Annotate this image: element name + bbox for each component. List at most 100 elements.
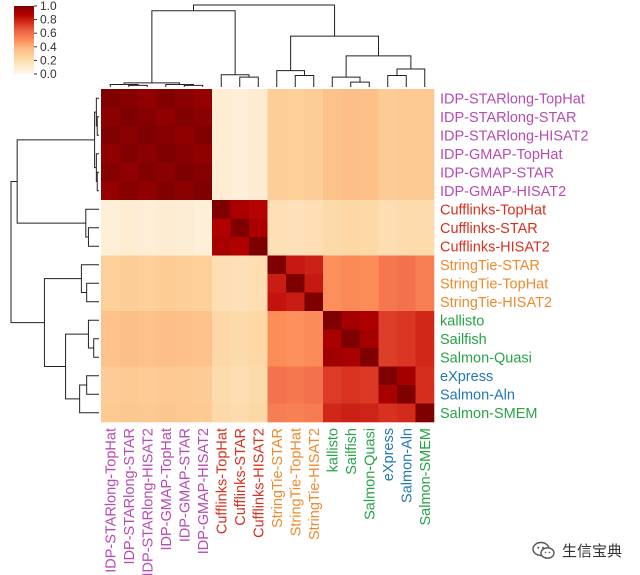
- heatmap-cell: [119, 181, 139, 201]
- column-dendrogram-branch: [128, 84, 148, 87]
- row-label: Salmon-Aln: [440, 387, 515, 403]
- heatmap-cell: [101, 366, 120, 386]
- heatmap-cell: [378, 144, 398, 164]
- heatmap-cell: [360, 255, 379, 275]
- heatmap-cell: [304, 181, 324, 201]
- heatmap-cell: [341, 403, 361, 423]
- heatmap-cell: [101, 329, 120, 349]
- heatmap-cell: [193, 311, 213, 330]
- column-label: IDP-STARlong-TopHat: [103, 428, 119, 573]
- heatmap-cell: [267, 163, 287, 182]
- heatmap-cell: [360, 385, 379, 404]
- heatmap-cell: [378, 200, 398, 219]
- heatmap-cell: [138, 292, 157, 312]
- row-dendrogram-branch: [80, 264, 99, 293]
- heatmap-cell: [119, 163, 139, 182]
- heatmap-cell: [341, 329, 361, 349]
- heatmap-cell: [360, 311, 379, 330]
- heatmap-cell: [397, 200, 416, 219]
- heatmap-cell: [212, 89, 231, 108]
- heatmap-cell: [156, 255, 176, 275]
- row-label: IDP-GMAP-TopHat: [440, 147, 562, 163]
- heatmap-cell: [286, 200, 305, 219]
- heatmap-cell: [304, 329, 324, 349]
- heatmap-cell: [360, 274, 379, 293]
- column-label: Cufflinks-HISAT2: [251, 428, 267, 538]
- colorbar-tick-label: 0.2: [40, 53, 57, 67]
- row-label: IDP-GMAP-HISAT2: [440, 184, 566, 200]
- heatmap-cell: [101, 292, 120, 312]
- heatmap-cell: [138, 107, 157, 127]
- heatmap-cell: [156, 144, 176, 164]
- heatmap-cell: [212, 144, 231, 164]
- heatmap-cell: [212, 329, 231, 349]
- colorbar-tick-label: 0.0: [40, 67, 57, 81]
- heatmap-cell: [397, 366, 416, 386]
- heatmap-cell: [341, 200, 361, 219]
- heatmap-cell: [415, 89, 435, 108]
- heatmap-cell: [119, 218, 139, 238]
- heatmap-cell: [323, 311, 342, 330]
- heatmap-cell: [212, 163, 231, 182]
- heatmap-cell: [397, 144, 416, 164]
- heatmap-cell: [193, 107, 213, 127]
- heatmap-cell: [415, 329, 435, 349]
- heatmap-cell: [341, 218, 361, 238]
- heatmap-cell: [286, 107, 305, 127]
- colorbar-tick-label: 0.6: [40, 26, 57, 40]
- heatmap-cell: [378, 385, 398, 404]
- row-label: StringTie-TopHat: [440, 276, 548, 292]
- row-dendrogram-branch: [86, 282, 99, 303]
- heatmap-cell: [138, 163, 157, 182]
- row-dendrogram-branch: [96, 116, 99, 136]
- heatmap-cell: [230, 181, 250, 201]
- column-label: Sailfish: [344, 428, 360, 475]
- heatmap-cell: [175, 200, 194, 219]
- heatmap-cell: [267, 144, 287, 164]
- heatmap-cell: [397, 181, 416, 201]
- heatmap-cell: [212, 237, 231, 256]
- row-dendrogram: [10, 97, 99, 414]
- heatmap-cell: [193, 255, 213, 275]
- heatmap-cell: [193, 366, 213, 386]
- heatmap-cell: [175, 348, 194, 367]
- heatmap-cell: [249, 144, 268, 164]
- heatmap-cell: [230, 403, 250, 423]
- heatmap-cell: [341, 311, 361, 330]
- heatmap-cell: [378, 181, 398, 201]
- row-label: kallisto: [440, 313, 484, 329]
- heatmap-cell: [304, 237, 324, 256]
- heatmap-cell: [341, 366, 361, 386]
- heatmap-cell: [397, 274, 416, 293]
- row-label: IDP-GMAP-STAR: [440, 165, 554, 181]
- heatmap-cell: [341, 292, 361, 312]
- heatmap-cell: [175, 255, 194, 275]
- heatmap-cell: [156, 403, 176, 423]
- column-dendrogram-branch: [350, 81, 370, 87]
- heatmap-cell: [101, 237, 120, 256]
- heatmap-cell: [378, 237, 398, 256]
- heatmap-cell: [156, 385, 176, 404]
- row-dendrogram-branch: [85, 208, 99, 238]
- heatmap-cell: [378, 218, 398, 238]
- heatmap-cell: [212, 181, 231, 201]
- heatmap-cell: [230, 163, 250, 182]
- heatmap-cell: [230, 292, 250, 312]
- row-label: IDP-STARlong-STAR: [440, 110, 576, 126]
- heatmap-cell: [156, 218, 176, 238]
- heatmap-cell: [378, 292, 398, 312]
- heatmap-cell: [323, 274, 342, 293]
- heatmap-cell: [323, 144, 342, 164]
- heatmap-cell: [175, 366, 194, 386]
- heatmap-cell: [341, 181, 361, 201]
- heatmap-cell: [378, 274, 398, 293]
- heatmap-cell: [101, 126, 120, 145]
- heatmap-cell: [360, 107, 379, 127]
- heatmap-cell: [249, 218, 268, 238]
- heatmap-cell: [341, 348, 361, 367]
- heatmap-cell: [138, 126, 157, 145]
- heatmap-cell: [138, 237, 157, 256]
- column-label: Salmon-SMEM: [418, 428, 434, 526]
- heatmap-cell: [397, 292, 416, 312]
- heatmap-cell: [249, 403, 268, 423]
